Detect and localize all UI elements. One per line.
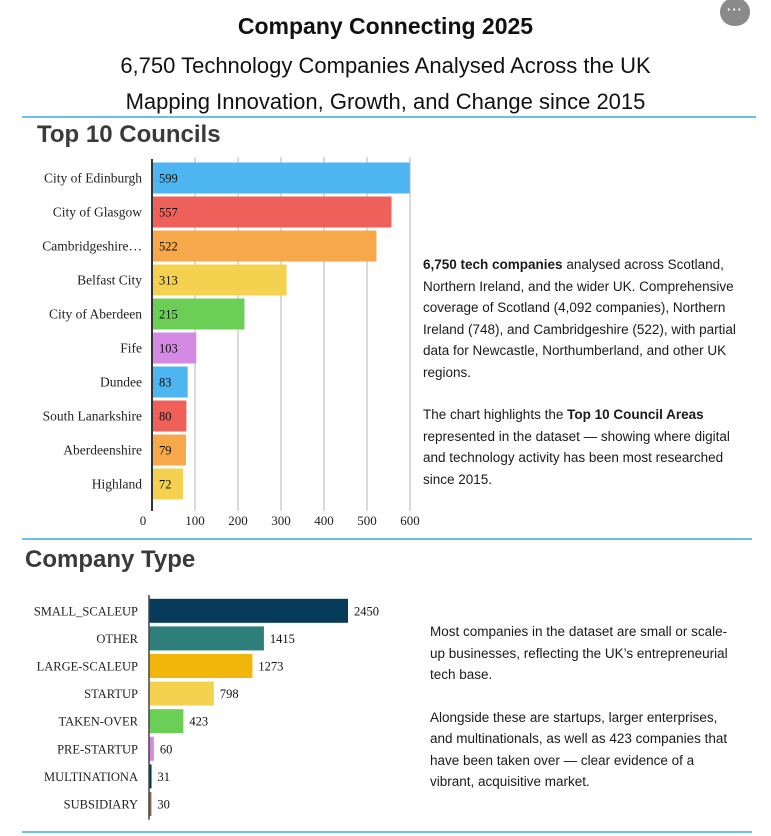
council-bar-value-label: 215 bbox=[159, 308, 178, 322]
more-options-button[interactable]: ··· bbox=[720, 0, 750, 26]
council-bar bbox=[152, 468, 183, 500]
type-category-label: OTHER bbox=[96, 632, 138, 646]
header-divider bbox=[22, 116, 756, 118]
council-x-tick-label: 100 bbox=[185, 513, 205, 528]
council-bar bbox=[152, 400, 187, 432]
type-bar-value-label: 30 bbox=[157, 798, 170, 812]
type-bar-value-label: 423 bbox=[189, 715, 208, 729]
type-category-label: PRE-STARTUP bbox=[57, 742, 138, 756]
councils-desc-paragraph-1: 6,750 tech companies analysed across Sco… bbox=[423, 254, 738, 383]
council-x-tick-label: 400 bbox=[314, 513, 334, 528]
council-bar-value-label: 80 bbox=[159, 410, 172, 424]
council-bar bbox=[152, 332, 197, 364]
councils-desc-bold-1: 6,750 tech companies bbox=[423, 257, 563, 272]
type-desc-paragraph-1: Most companies in the dataset are small … bbox=[430, 624, 728, 682]
councils-heading: Top 10 Councils bbox=[37, 121, 221, 148]
council-category-label: South Lanarkshire bbox=[43, 409, 142, 424]
council-bar bbox=[152, 264, 287, 296]
council-x-tick-label: 0 bbox=[140, 513, 147, 528]
council-bar-value-label: 72 bbox=[159, 478, 172, 492]
council-category-label: City of Glasgow bbox=[53, 205, 142, 220]
council-category-label: City of Aberdeen bbox=[49, 307, 142, 322]
type-bar bbox=[149, 654, 253, 678]
council-bar bbox=[152, 434, 186, 466]
councils-desc-text-2b: represented in the dataset — showing whe… bbox=[423, 428, 730, 487]
type-bar bbox=[149, 736, 154, 761]
section-divider bbox=[22, 538, 752, 540]
council-x-tick-label: 500 bbox=[357, 513, 377, 528]
council-category-label: Highland bbox=[92, 477, 142, 492]
type-bar bbox=[149, 598, 348, 623]
council-x-tick-label: 600 bbox=[400, 513, 420, 528]
council-bar bbox=[152, 230, 377, 262]
council-bar bbox=[152, 162, 410, 194]
type-bar bbox=[149, 709, 184, 734]
type-category-label: SUBSIDIARY bbox=[64, 798, 138, 812]
footer-divider bbox=[22, 831, 752, 833]
council-bar-value-label: 103 bbox=[159, 342, 178, 356]
company-type-description: Most companies in the dataset are small … bbox=[430, 621, 730, 814]
council-x-tick-label: 200 bbox=[228, 513, 248, 528]
type-bar bbox=[149, 626, 264, 651]
council-category-label: Belfast City bbox=[77, 273, 142, 288]
type-bar bbox=[149, 681, 214, 706]
company-type-heading: Company Type bbox=[25, 546, 196, 573]
type-category-label: LARGE-SCALEUP bbox=[37, 660, 138, 674]
council-bar bbox=[152, 366, 188, 398]
council-category-label: Aberdeenshire bbox=[63, 443, 142, 458]
type-category-label: STARTUP bbox=[84, 687, 138, 701]
type-bar-value-label: 1273 bbox=[258, 660, 283, 674]
councils-desc-text-2a: The chart highlights the bbox=[423, 407, 568, 422]
council-bar-value-label: 79 bbox=[159, 444, 172, 458]
type-bar-value-label: 60 bbox=[160, 742, 173, 756]
council-category-label: Fife bbox=[120, 341, 142, 356]
page-subtitle-2: Mapping Innovation, Growth, and Change s… bbox=[125, 89, 646, 114]
councils-desc-bold-2: Top 10 Council Areas bbox=[567, 407, 704, 422]
council-category-label: City of Edinburgh bbox=[44, 171, 142, 186]
council-x-tick-label: 300 bbox=[271, 513, 291, 528]
type-bar-value-label: 798 bbox=[220, 687, 239, 701]
type-category-label: MULTINATIONA bbox=[44, 770, 138, 784]
council-category-label: Dundee bbox=[100, 375, 142, 390]
type-bar bbox=[149, 792, 152, 816]
type-category-label: SMALL_SCALEUP bbox=[34, 604, 138, 618]
page-subtitle-1: 6,750 Technology Companies Analysed Acro… bbox=[120, 53, 651, 78]
councils-desc-paragraph-2: The chart highlights the Top 10 Council … bbox=[423, 404, 738, 490]
type-bar-value-label: 1415 bbox=[270, 632, 295, 646]
council-bar bbox=[152, 196, 392, 228]
council-bar-value-label: 522 bbox=[159, 240, 178, 254]
type-category-label: TAKEN-OVER bbox=[58, 715, 138, 729]
council-bar-value-label: 313 bbox=[159, 274, 178, 288]
council-category-label: Cambridgeshire… bbox=[42, 239, 142, 254]
councils-desc-text-1: analysed across Scotland, Northern Irela… bbox=[423, 257, 736, 380]
councils-description: 6,750 tech companies analysed across Sco… bbox=[423, 254, 738, 511]
type-bar-value-label: 2450 bbox=[354, 604, 379, 618]
council-bar-value-label: 83 bbox=[159, 376, 172, 390]
page-title: Company Connecting 2025 bbox=[237, 13, 534, 39]
more-horizontal-icon: ··· bbox=[727, 2, 743, 17]
council-bar bbox=[152, 298, 245, 330]
council-bar-value-label: 599 bbox=[159, 172, 178, 186]
type-desc-paragraph-2: Alongside these are startups, larger ent… bbox=[430, 709, 728, 790]
type-bar bbox=[149, 764, 152, 789]
type-bar-value-label: 31 bbox=[158, 770, 171, 784]
council-bar-value-label: 557 bbox=[159, 206, 178, 220]
